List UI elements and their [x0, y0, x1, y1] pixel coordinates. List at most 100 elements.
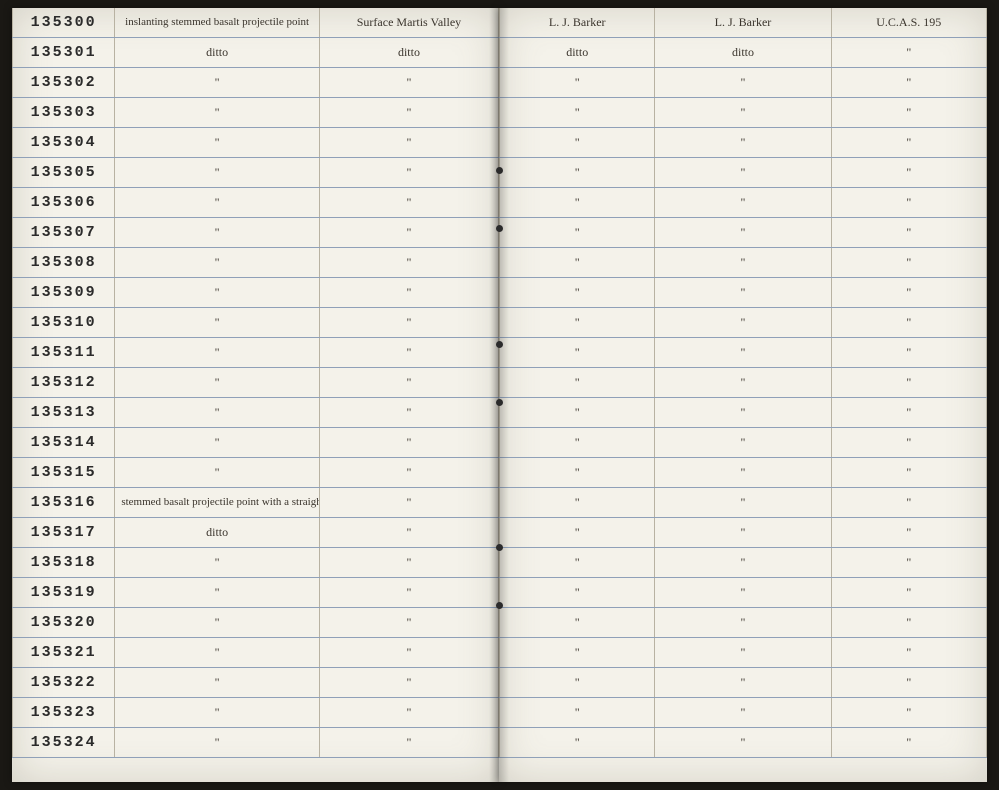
catalog-number: 135308 — [13, 248, 115, 278]
ref-cell: " — [831, 218, 986, 248]
ref-cell: " — [831, 278, 986, 308]
collector-cell: " — [500, 278, 655, 308]
catalog-number: 135318 — [13, 548, 115, 578]
donor-cell: " — [655, 68, 831, 98]
collector-cell: " — [500, 518, 655, 548]
table-row: 135311"" — [13, 338, 499, 368]
donor-cell: " — [655, 218, 831, 248]
left-page: 135300inslanting stemmed basalt projecti… — [12, 8, 499, 782]
table-row: 135316stemmed basalt projectile point wi… — [13, 488, 499, 518]
ref-cell: U.C.A.S. 195 — [831, 8, 986, 38]
table-row: """ — [500, 728, 987, 758]
table-row: 135317ditto" — [13, 518, 499, 548]
location-cell: " — [319, 668, 498, 698]
table-row: """ — [500, 668, 987, 698]
table-row: """ — [500, 698, 987, 728]
location-cell: " — [319, 368, 498, 398]
ref-cell: " — [831, 518, 986, 548]
table-row: """ — [500, 278, 987, 308]
table-row: """ — [500, 128, 987, 158]
binding-dot — [496, 167, 503, 174]
collector-cell: " — [500, 158, 655, 188]
ref-cell: " — [831, 38, 986, 68]
collector-cell: " — [500, 548, 655, 578]
ref-cell: " — [831, 698, 986, 728]
table-row: 135319"" — [13, 578, 499, 608]
binding-dot — [496, 602, 503, 609]
description-cell: ditto — [115, 38, 320, 68]
table-row: """ — [500, 638, 987, 668]
catalog-number: 135319 — [13, 578, 115, 608]
ledger-book: 135300inslanting stemmed basalt projecti… — [12, 8, 987, 782]
collector-cell: " — [500, 608, 655, 638]
description-cell: " — [115, 458, 320, 488]
location-cell: " — [319, 728, 498, 758]
ref-cell: " — [831, 338, 986, 368]
location-cell: ditto — [319, 38, 498, 68]
ref-cell: " — [831, 548, 986, 578]
gutter-shadow-left — [489, 8, 499, 782]
right-page: L. J. BarkerL. J. BarkerU.C.A.S. 195ditt… — [499, 8, 987, 782]
table-row: 135300inslanting stemmed basalt projecti… — [13, 8, 499, 38]
catalog-number: 135303 — [13, 98, 115, 128]
ref-cell: " — [831, 368, 986, 398]
ref-cell: " — [831, 578, 986, 608]
donor-cell: " — [655, 428, 831, 458]
table-row: """ — [500, 458, 987, 488]
location-cell: " — [319, 398, 498, 428]
donor-cell: " — [655, 488, 831, 518]
description-cell: " — [115, 308, 320, 338]
table-row: """ — [500, 188, 987, 218]
table-row: """ — [500, 338, 987, 368]
location-cell: " — [319, 308, 498, 338]
gutter-shadow-right — [499, 8, 509, 782]
ref-cell: " — [831, 98, 986, 128]
table-row: 135303"" — [13, 98, 499, 128]
collector-cell: " — [500, 248, 655, 278]
description-cell: stemmed basalt projectile point with a s… — [115, 488, 320, 518]
catalog-number: 135310 — [13, 308, 115, 338]
donor-cell: " — [655, 308, 831, 338]
table-row: """ — [500, 518, 987, 548]
binding-dot — [496, 225, 503, 232]
ref-cell: " — [831, 728, 986, 758]
location-cell: " — [319, 518, 498, 548]
location-cell: " — [319, 98, 498, 128]
catalog-number: 135323 — [13, 698, 115, 728]
collector-cell: " — [500, 728, 655, 758]
location-cell: " — [319, 488, 498, 518]
location-cell: " — [319, 218, 498, 248]
donor-cell: " — [655, 608, 831, 638]
catalog-number: 135312 — [13, 368, 115, 398]
table-row: """ — [500, 398, 987, 428]
table-row: dittoditto" — [500, 38, 987, 68]
binding-dot — [496, 544, 503, 551]
ref-cell: " — [831, 428, 986, 458]
donor-cell: " — [655, 158, 831, 188]
donor-cell: " — [655, 338, 831, 368]
collector-cell: " — [500, 488, 655, 518]
table-row: 135308"" — [13, 248, 499, 278]
location-cell: " — [319, 278, 498, 308]
location-cell: " — [319, 68, 498, 98]
catalog-number: 135315 — [13, 458, 115, 488]
description-cell: " — [115, 638, 320, 668]
donor-cell: " — [655, 578, 831, 608]
catalog-number: 135307 — [13, 218, 115, 248]
location-cell: " — [319, 338, 498, 368]
table-row: 135309"" — [13, 278, 499, 308]
table-row: """ — [500, 308, 987, 338]
catalog-number: 135305 — [13, 158, 115, 188]
catalog-number: 135309 — [13, 278, 115, 308]
donor-cell: ditto — [655, 38, 831, 68]
collector-cell: " — [500, 128, 655, 158]
catalog-number: 135300 — [13, 8, 115, 38]
location-cell: " — [319, 158, 498, 188]
donor-cell: " — [655, 188, 831, 218]
donor-cell: " — [655, 278, 831, 308]
donor-cell: " — [655, 518, 831, 548]
collector-cell: L. J. Barker — [500, 8, 655, 38]
location-cell: " — [319, 548, 498, 578]
location-cell: " — [319, 428, 498, 458]
collector-cell: " — [500, 578, 655, 608]
